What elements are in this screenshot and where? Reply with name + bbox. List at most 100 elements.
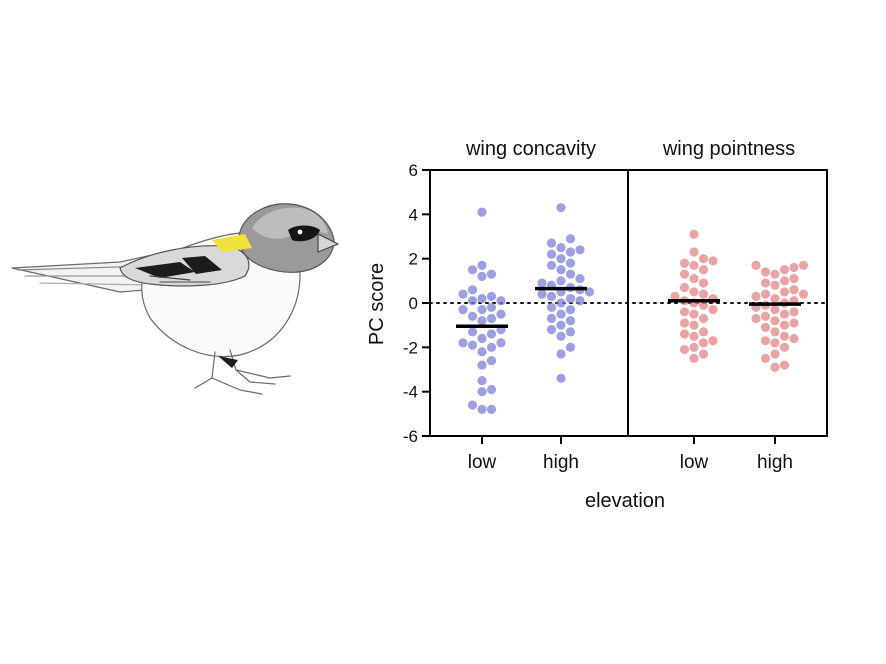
data-point: [537, 278, 547, 288]
y-tick-label: 6: [409, 161, 418, 180]
data-point: [556, 320, 566, 330]
data-point: [458, 289, 468, 299]
data-point: [477, 293, 487, 304]
data-point: [467, 400, 478, 410]
data-point: [760, 311, 771, 321]
data-point: [679, 344, 690, 355]
data-point: [751, 291, 761, 301]
data-point: [477, 375, 487, 386]
data-point: [477, 404, 487, 414]
x-tick-label-low-concavity: low: [468, 452, 497, 473]
data-point: [565, 342, 576, 352]
data-point: [556, 373, 566, 383]
data-point: [698, 338, 709, 348]
data-point: [779, 287, 790, 297]
panel-title-wing-concavity: wing concavity: [465, 138, 596, 160]
data-point: [770, 305, 780, 315]
data-point: [751, 313, 761, 324]
y-tick-label: -4: [403, 383, 418, 402]
data-point: [770, 362, 780, 372]
y-tick-label: 2: [409, 250, 418, 269]
data-point: [477, 207, 487, 217]
data-point: [751, 260, 761, 270]
data-point: [575, 296, 585, 306]
data-point: [770, 293, 780, 304]
data-point: [467, 327, 478, 337]
data-point: [779, 320, 790, 330]
data-point: [689, 229, 699, 239]
data-point: [789, 333, 799, 344]
data-point: [556, 331, 566, 341]
data-point: [689, 309, 699, 319]
data-point: [477, 333, 487, 344]
data-point: [779, 342, 790, 352]
data-point: [565, 327, 576, 337]
data-point: [477, 360, 487, 370]
x-axis-label: elevation: [585, 490, 665, 512]
data-point: [689, 320, 699, 330]
data-point: [486, 404, 497, 414]
data-point: [486, 302, 497, 313]
x-tick-label-low-pointness: low: [680, 452, 709, 473]
data-point: [708, 336, 718, 346]
data-point: [496, 296, 506, 306]
data-point: [698, 254, 709, 264]
data-point: [556, 276, 566, 286]
y-tick-label: 4: [409, 205, 418, 224]
data-point: [798, 260, 809, 270]
data-point: [698, 278, 709, 288]
data-point: [789, 318, 799, 328]
data-point: [670, 291, 680, 301]
data-point: [689, 342, 699, 352]
data-point: [770, 327, 780, 337]
data-point: [760, 336, 771, 346]
data-point: [546, 313, 557, 324]
panel-title-wing-pointness: wing pointness: [662, 138, 795, 160]
data-point: [760, 353, 771, 364]
data-point: [789, 307, 799, 317]
data-point: [689, 260, 699, 270]
data-point: [477, 305, 487, 315]
data-point: [689, 353, 699, 364]
data-point: [770, 280, 780, 290]
data-point: [575, 245, 585, 255]
data-point: [546, 249, 557, 259]
data-point: [467, 311, 478, 321]
data-point: [486, 291, 497, 301]
data-point: [537, 289, 547, 299]
data-point: [467, 265, 478, 275]
data-point: [496, 309, 506, 319]
data-point: [467, 340, 478, 350]
data-point: [779, 331, 790, 341]
data-point: [779, 360, 790, 370]
data-point: [477, 271, 487, 281]
data-point: [565, 258, 576, 268]
data-point: [546, 238, 557, 248]
data-point: [556, 203, 566, 213]
data-point: [679, 329, 690, 339]
data-point: [760, 322, 771, 332]
data-point: [789, 262, 799, 273]
data-point: [556, 265, 566, 275]
data-point: [486, 342, 497, 352]
data-point: [689, 287, 699, 297]
data-point: [779, 265, 790, 275]
y-axis-label: PC score: [366, 263, 388, 345]
y-tick-label: 0: [409, 294, 418, 313]
data-point: [556, 254, 566, 264]
x-tick-label-high-pointness: high: [757, 452, 793, 473]
data-point: [556, 349, 566, 359]
data-point: [679, 258, 690, 268]
data-point: [467, 296, 478, 306]
data-point: [486, 384, 497, 395]
data-point: [689, 331, 699, 341]
data-point: [477, 387, 487, 397]
data-point: [698, 349, 709, 359]
data-point: [565, 305, 576, 315]
data-point: [584, 287, 595, 297]
data-point: [565, 247, 576, 257]
data-point: [458, 338, 468, 348]
data-point: [496, 338, 506, 348]
data-point: [565, 234, 576, 244]
data-point: [556, 309, 566, 319]
